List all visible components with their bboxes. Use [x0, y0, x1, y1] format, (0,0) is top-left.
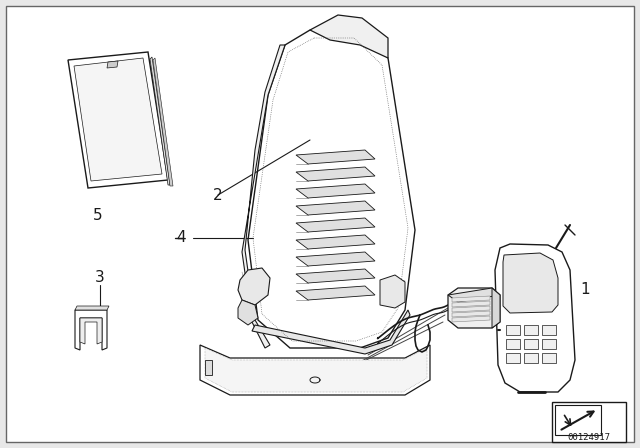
Polygon shape — [296, 184, 375, 198]
Polygon shape — [296, 167, 375, 181]
Text: 2: 2 — [213, 188, 223, 202]
Polygon shape — [296, 252, 375, 266]
Polygon shape — [242, 45, 285, 348]
Polygon shape — [524, 339, 538, 349]
Polygon shape — [153, 58, 173, 186]
Polygon shape — [296, 235, 375, 249]
Polygon shape — [452, 316, 490, 322]
Text: 4: 4 — [177, 231, 186, 246]
Polygon shape — [506, 325, 520, 335]
Polygon shape — [448, 288, 500, 302]
Polygon shape — [296, 286, 375, 300]
Polygon shape — [542, 325, 556, 335]
Polygon shape — [452, 301, 490, 307]
Text: 3: 3 — [95, 271, 105, 285]
Polygon shape — [503, 253, 558, 313]
Polygon shape — [205, 348, 427, 392]
Polygon shape — [296, 150, 375, 164]
Polygon shape — [238, 268, 270, 305]
Polygon shape — [107, 61, 118, 68]
Polygon shape — [452, 296, 490, 302]
Polygon shape — [75, 310, 107, 350]
Polygon shape — [238, 300, 258, 325]
Polygon shape — [452, 306, 490, 312]
Polygon shape — [296, 269, 375, 283]
Polygon shape — [506, 339, 520, 349]
Bar — [555, 405, 601, 435]
Polygon shape — [75, 306, 109, 310]
Text: 00124917: 00124917 — [568, 432, 611, 441]
Polygon shape — [252, 310, 410, 354]
Polygon shape — [524, 325, 538, 335]
Polygon shape — [296, 218, 375, 232]
Polygon shape — [80, 318, 102, 344]
Polygon shape — [524, 353, 538, 363]
Text: 1: 1 — [580, 283, 590, 297]
Polygon shape — [506, 353, 520, 363]
Polygon shape — [492, 288, 500, 328]
Polygon shape — [205, 360, 212, 375]
Polygon shape — [380, 275, 405, 308]
Text: 5: 5 — [93, 207, 103, 223]
Polygon shape — [542, 353, 556, 363]
Polygon shape — [74, 58, 162, 181]
Polygon shape — [296, 201, 375, 215]
Polygon shape — [452, 311, 490, 317]
Polygon shape — [542, 339, 556, 349]
Polygon shape — [448, 288, 500, 328]
Polygon shape — [248, 30, 415, 348]
Polygon shape — [150, 57, 170, 185]
Polygon shape — [495, 244, 575, 392]
Bar — [552, 402, 626, 442]
Polygon shape — [200, 345, 430, 395]
Polygon shape — [310, 15, 388, 58]
Polygon shape — [68, 52, 168, 188]
